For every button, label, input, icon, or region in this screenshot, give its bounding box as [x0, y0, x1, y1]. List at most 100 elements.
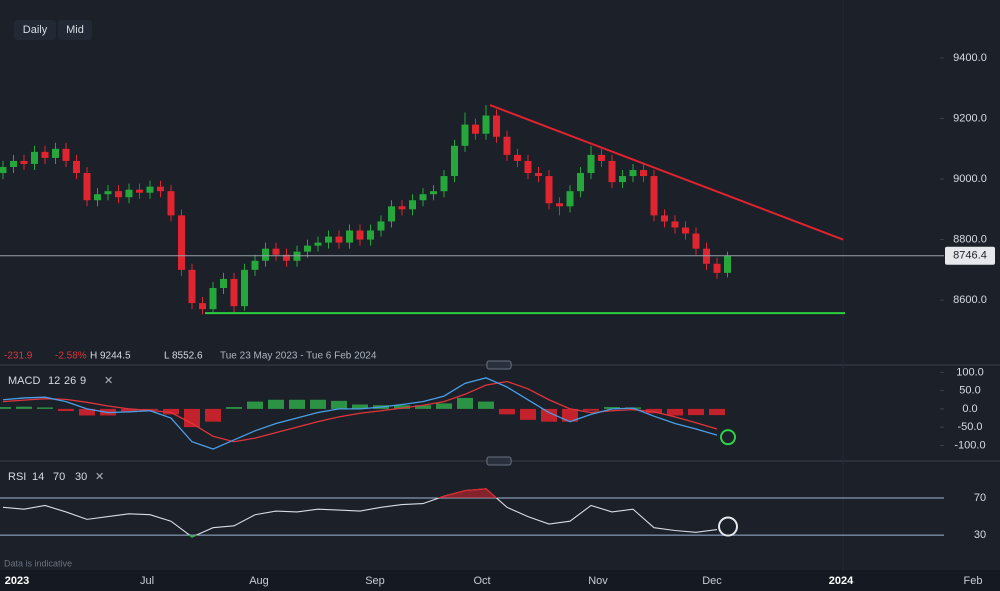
candle-body: [199, 303, 206, 310]
candle-body: [671, 221, 679, 228]
histogram-bar: [121, 408, 137, 412]
histogram-bar: [688, 408, 704, 416]
candle-body: [650, 176, 658, 216]
candle-body: [440, 176, 448, 192]
candle-body: [608, 160, 616, 183]
macd-param: 9: [80, 375, 86, 387]
histogram-bar: [352, 404, 368, 409]
candle-body: [661, 215, 668, 222]
y-tick-label: 30: [974, 529, 986, 541]
change-percent: -2.58%: [55, 351, 87, 362]
candle-body: [472, 124, 479, 134]
candle-body: [682, 227, 689, 234]
x-axis-strip: [0, 570, 1000, 591]
candle-body: [629, 170, 637, 177]
candle-body: [94, 194, 101, 201]
x-tick-label: 2023: [5, 575, 29, 587]
timeframe-label[interactable]: Daily: [23, 24, 48, 36]
last-price-label: 8746.4: [953, 250, 987, 262]
candle-body: [493, 115, 500, 137]
histogram-bar: [142, 408, 158, 410]
histogram-bar: [541, 408, 557, 422]
y-tick-label: -50.0: [957, 421, 982, 433]
histogram-bar: [667, 408, 683, 416]
timeframe-button[interactable]: [14, 20, 56, 40]
candle-body: [31, 151, 38, 164]
histogram-bar: [289, 399, 305, 409]
resistance-line: [489, 104, 844, 241]
candle-body: [409, 200, 416, 210]
candle-body: [146, 186, 154, 193]
candle-body: [167, 191, 175, 216]
candle-body: [125, 189, 133, 198]
rsi-param: 30: [75, 471, 87, 483]
candle-body: [262, 248, 269, 261]
y-tick-label: 100.0: [956, 366, 984, 378]
candle-body: [377, 221, 385, 231]
histogram-bar: [646, 408, 662, 414]
price-type-button[interactable]: [58, 20, 92, 40]
highlight-circle: [718, 516, 738, 537]
candle-body: [524, 160, 532, 174]
y-tick-label: 50.0: [959, 385, 980, 397]
resize-handle[interactable]: [486, 456, 512, 466]
x-tick-label: Aug: [249, 575, 269, 587]
rsi-title: RSI: [8, 471, 26, 483]
histogram-bar: [226, 407, 242, 409]
last-price-box: [945, 246, 995, 265]
close-indicator[interactable]: ✕: [104, 375, 113, 387]
rsi-param: 70: [53, 471, 65, 483]
candle-body: [209, 287, 217, 310]
histogram-bar: [247, 401, 263, 409]
histogram-bar: [604, 407, 620, 409]
candle-body: [0, 166, 7, 174]
candle-body: [713, 263, 721, 273]
candle-body: [188, 269, 196, 304]
histogram-bar: [163, 408, 179, 415]
histogram-bar: [0, 407, 11, 409]
resize-handle[interactable]: [486, 360, 512, 370]
x-tick-label: Dec: [702, 575, 722, 587]
y-tick-label: 8600.0: [953, 294, 987, 306]
candle-body: [356, 230, 364, 240]
x-tick-label: Oct: [473, 575, 490, 587]
histogram-bar: [205, 408, 221, 422]
candle-body: [241, 269, 248, 307]
y-tick-label: 0.0: [962, 403, 977, 415]
rsi-line: [2, 488, 718, 538]
macd-param: 26: [64, 375, 76, 387]
histogram-bar: [709, 408, 725, 416]
histogram-bar: [268, 399, 284, 409]
y-tick-label: 9000.0: [953, 173, 987, 185]
macd-title: MACD: [8, 375, 40, 387]
candle-body: [283, 254, 290, 261]
candle-body: [157, 186, 164, 192]
candle-body: [230, 278, 238, 307]
histogram-bar: [562, 408, 578, 422]
candle-body: [535, 173, 542, 177]
histogram-bar: [310, 399, 326, 409]
candle-body: [503, 136, 511, 155]
histogram-bar: [583, 408, 599, 411]
candle-body: [314, 242, 322, 246]
candle-body: [692, 233, 700, 249]
candle-body: [514, 154, 521, 161]
macd-line: [2, 377, 718, 450]
candle-body: [556, 203, 563, 207]
y-tick-label: 9200.0: [953, 112, 987, 124]
candle-body: [220, 278, 227, 288]
close-indicator[interactable]: ✕: [95, 471, 104, 483]
candle-body: [62, 148, 70, 161]
histogram-bar: [520, 408, 536, 420]
price-type-label[interactable]: Mid: [66, 24, 84, 36]
candle-body: [451, 145, 458, 177]
footnote: Data is indicative: [4, 558, 72, 568]
x-tick-label: 2024: [829, 575, 854, 587]
period-low: L 8552.6: [164, 351, 203, 362]
histogram-bar: [184, 408, 200, 428]
histogram-bar: [394, 405, 410, 409]
candle-body: [598, 154, 605, 161]
change: -231.9: [4, 351, 33, 362]
candle-body: [724, 255, 731, 273]
